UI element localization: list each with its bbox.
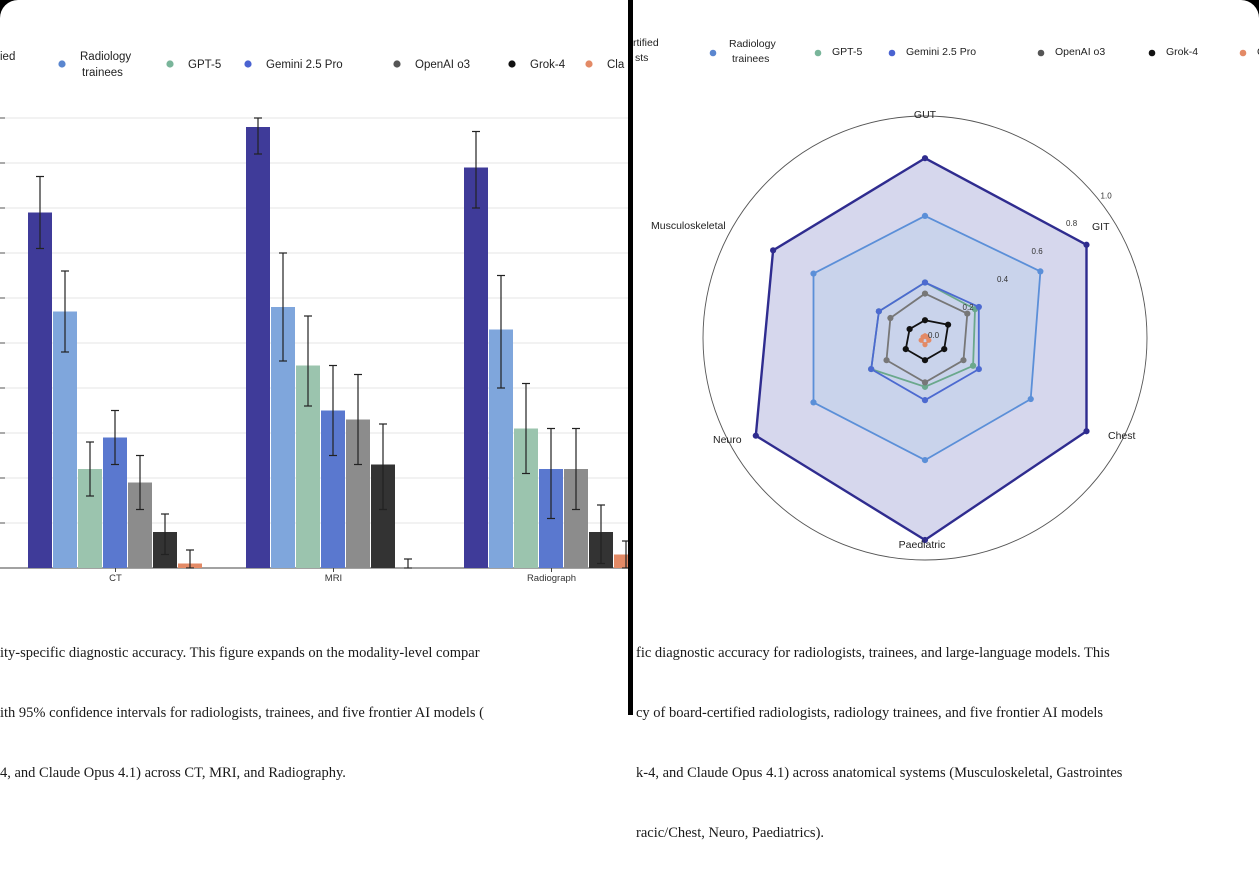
radar-point: [921, 317, 929, 324]
radar-point: [921, 397, 929, 404]
x-tick-label: Radiograph: [527, 573, 576, 584]
bar: [246, 127, 270, 568]
legend-label: trainees: [82, 67, 123, 79]
radar-point: [975, 365, 982, 373]
legend-marker: [888, 49, 896, 57]
radar-point: [1037, 268, 1044, 275]
legend-label: GPT-5: [832, 46, 863, 58]
caption-line: ity-specific diagnostic accuracy. This f…: [0, 645, 480, 661]
radar-point: [944, 321, 952, 328]
legend-label: Grok-4: [1166, 46, 1198, 58]
radar-point: [921, 379, 929, 386]
radar-point: [920, 334, 926, 340]
legend-label: trainees: [732, 53, 769, 65]
radar-point: [875, 308, 882, 315]
legend-label: GPT-5: [188, 59, 221, 71]
radar-axis-label: Musculoskeletal: [651, 220, 726, 232]
legend-label: OpenAI o3: [1055, 46, 1105, 58]
caption-line: k-4, and Claude Opus 4.1) across anatomi…: [636, 765, 1123, 781]
rounded-corner: [0, 0, 36, 36]
radar-point: [941, 346, 948, 353]
radial-tick-label: 0.8: [1066, 219, 1078, 228]
radial-tick-label: 1.0: [1101, 191, 1113, 200]
radar-outer-circle: [702, 115, 1148, 561]
radar-point: [964, 310, 971, 317]
radar-point: [906, 326, 913, 333]
radar-point: [770, 247, 777, 254]
radar-point: [868, 365, 875, 373]
radar-axis-label: Chest: [1108, 430, 1136, 442]
radar-point: [922, 342, 928, 348]
bar: [464, 167, 488, 568]
radar-point: [926, 337, 932, 343]
radar-axis-label: Neuro: [713, 434, 742, 446]
legend-label: Radiology: [729, 38, 776, 50]
bar: [28, 212, 52, 568]
legend-label: rtified: [633, 37, 659, 49]
radar-point: [921, 279, 929, 286]
radar-point: [1083, 428, 1090, 435]
radar-point: [921, 383, 929, 390]
legend-label: Radiology: [80, 51, 131, 63]
caption-line: racic/Chest, Neuro, Paediatrics).: [636, 825, 825, 841]
rounded-corner: [1223, 0, 1259, 36]
caption-line: 4, and Claude Opus 4.1) across CT, MRI, …: [0, 765, 346, 781]
radial-tick-label: 0.4: [997, 275, 1009, 284]
radar-point: [975, 303, 982, 311]
bar-chart: CT MRI Radiograph ied Radiology trainees GPT-…: [0, 51, 628, 584]
radar-point: [1083, 241, 1090, 248]
radar-point: [921, 457, 929, 464]
radar-point: [921, 290, 929, 297]
radar-point: [969, 362, 977, 369]
radar-point: [921, 155, 929, 162]
legend-marker: [393, 60, 401, 68]
caption-line: cy of board-certified radiologists, radi…: [636, 705, 1104, 721]
radial-tick-label: 0.2: [963, 303, 975, 312]
radial-tick-label: 0.0: [928, 331, 940, 340]
radial-tick-label: 0.6: [1032, 247, 1044, 256]
legend-label: Grok-4: [530, 59, 566, 71]
radar-point: [921, 536, 929, 544]
legend-marker: [1148, 49, 1156, 57]
legend-marker: [709, 49, 717, 57]
legend-marker: [585, 60, 593, 68]
legend-marker: [244, 60, 252, 68]
legend-marker: [58, 60, 66, 68]
legend-label: C: [1257, 46, 1259, 58]
x-tick-label: CT: [109, 573, 122, 584]
x-tick-label: MRI: [325, 573, 342, 584]
left-figure-caption: ity-specific diagnostic accuracy. This f…: [0, 603, 628, 823]
right-figure-caption: fic diagnostic accuracy for radiologists…: [636, 603, 1259, 883]
legend-marker: [166, 60, 174, 68]
radar-axis-label: GUT: [914, 109, 937, 121]
caption-line: fic diagnostic accuracy for radiologists…: [636, 645, 1110, 661]
radar-point: [810, 270, 817, 277]
legend-label: Gemini 2.5 Pro: [906, 46, 976, 58]
legend-label: Gemini 2.5 Pro: [266, 59, 343, 71]
legend-marker: [1239, 49, 1247, 57]
bar: [614, 554, 628, 568]
legend-marker: [814, 49, 822, 57]
legend-marker: [508, 60, 516, 68]
radar-point: [960, 357, 967, 364]
legend-label: ied: [0, 51, 15, 63]
radar-chart: 0.0 0.2 0.4 0.6 0.8 1.0 GUT GIT Chest Paediatric N…: [633, 37, 1259, 561]
radar-point: [1027, 395, 1034, 403]
legend-label: sts: [635, 52, 648, 64]
legend-label: Cla: [607, 59, 625, 71]
legend-label: OpenAI o3: [415, 59, 470, 71]
screenshot-divider: [628, 0, 633, 715]
radar-point: [902, 346, 909, 353]
legend-marker: [1037, 49, 1045, 57]
bar: [53, 311, 77, 568]
radar-point: [810, 399, 817, 406]
radar-point: [921, 357, 929, 364]
radar-axis-label: GIT: [1092, 221, 1110, 233]
radar-axis-label: Paediatric: [899, 539, 946, 551]
radar-point: [883, 357, 890, 364]
radar-point: [752, 432, 759, 439]
caption-line: ith 95% confidence intervals for radiolo…: [0, 705, 484, 721]
radar-point: [921, 212, 929, 219]
radar-point: [887, 314, 894, 322]
